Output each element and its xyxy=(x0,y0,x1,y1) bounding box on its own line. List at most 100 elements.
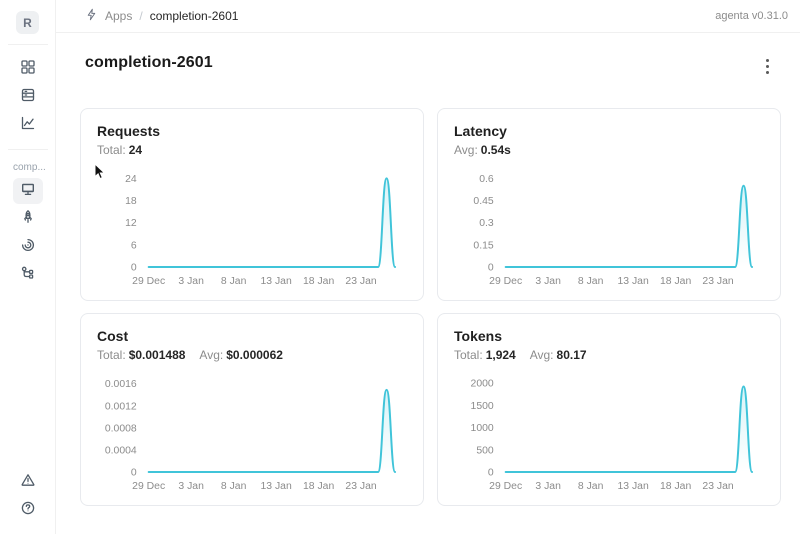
svg-text:0: 0 xyxy=(488,262,494,273)
stat: Avg: 0.54s xyxy=(454,143,511,157)
latency-card: Latency Avg: 0.54s 0 0.15 0.3 0.45 0.6 29 Dec 3… xyxy=(437,108,781,301)
svg-text:18 Jan: 18 Jan xyxy=(303,276,334,287)
table-icon xyxy=(20,87,36,108)
svg-text:3 Jan: 3 Jan xyxy=(535,276,561,287)
svg-text:18 Jan: 18 Jan xyxy=(660,481,691,492)
more-options-button[interactable] xyxy=(760,57,774,75)
card-stats: Total: 1,924 Avg: 80.17 xyxy=(454,348,764,362)
svg-text:0: 0 xyxy=(131,262,137,273)
page-title: completion-2601 xyxy=(85,54,213,71)
svg-text:18 Jan: 18 Jan xyxy=(303,481,334,492)
svg-text:8 Jan: 8 Jan xyxy=(578,481,604,492)
svg-text:13 Jan: 13 Jan xyxy=(260,276,291,287)
svg-text:3 Jan: 3 Jan xyxy=(535,481,561,492)
svg-text:3 Jan: 3 Jan xyxy=(178,481,204,492)
svg-text:0.6: 0.6 xyxy=(479,174,494,185)
lightning-icon xyxy=(85,8,98,24)
svg-text:24: 24 xyxy=(125,174,137,185)
svg-text:29 Dec: 29 Dec xyxy=(132,276,165,287)
alerts-button[interactable] xyxy=(13,469,43,495)
svg-text:8 Jan: 8 Jan xyxy=(221,276,247,287)
svg-text:23 Jan: 23 Jan xyxy=(345,276,376,287)
svg-text:13 Jan: 13 Jan xyxy=(260,481,291,492)
svg-text:18 Jan: 18 Jan xyxy=(660,276,691,287)
sidebar-divider xyxy=(7,44,48,45)
line-chart-icon xyxy=(20,115,36,136)
svg-text:29 Dec: 29 Dec xyxy=(132,481,165,492)
latency-chart[interactable]: 0 0.15 0.3 0.45 0.6 29 Dec 3 Jan 8 Jan 13 Jan 18 … xyxy=(454,163,764,293)
tokens-chart[interactable]: 0 500 1000 1500 2000 29 Dec 3 Jan 8 Jan 13 Jan 18… xyxy=(454,368,764,498)
card-title: Latency xyxy=(454,123,507,139)
svg-text:0.0012: 0.0012 xyxy=(105,401,137,412)
alert-triangle-icon xyxy=(20,472,36,493)
version-label: agenta v0.31.0 xyxy=(715,10,788,22)
svg-text:3 Jan: 3 Jan xyxy=(178,276,204,287)
svg-text:500: 500 xyxy=(476,445,494,456)
breadcrumb-apps-link[interactable]: Apps xyxy=(105,9,133,23)
kebab-dot xyxy=(765,58,769,62)
rocket-icon xyxy=(20,209,36,230)
svg-text:0.0016: 0.0016 xyxy=(105,379,137,390)
sidebar-item-deployments[interactable] xyxy=(13,206,43,232)
svg-text:6: 6 xyxy=(131,240,137,251)
sidebar-item-overview[interactable] xyxy=(12,178,43,204)
cost-card: Cost Total: $0.001488 Avg: $0.000062 0 0.00… xyxy=(80,313,424,506)
sidebar-item-traces[interactable] xyxy=(13,262,43,288)
main-content: completion-2601 Requests Total: 24 0 6 12 18… xyxy=(56,33,800,534)
kebab-dot xyxy=(765,64,769,68)
cost-chart[interactable]: 0 0.0004 0.0008 0.0012 0.0016 29 Dec 3 Jan 8 Ja… xyxy=(97,368,407,498)
card-stats: Total: 24 xyxy=(97,143,407,157)
help-circle-icon xyxy=(20,500,36,521)
svg-text:0.45: 0.45 xyxy=(473,196,493,207)
stat: Total: $0.001488 xyxy=(97,348,186,362)
metrics-grid: Requests Total: 24 0 6 12 18 24 29 Dec 3 Jan 8 J… xyxy=(80,108,781,506)
tokens-card: Tokens Total: 1,924 Avg: 80.17 0 500 1000 150… xyxy=(437,313,781,506)
workspace-avatar[interactable]: R xyxy=(16,11,39,34)
breadcrumb: Apps / completion-2601 xyxy=(85,8,238,24)
stat: Total: 1,924 xyxy=(454,348,516,362)
card-stats: Avg: 0.54s xyxy=(454,143,764,157)
sidebar-item-observability[interactable] xyxy=(13,234,43,260)
breadcrumb-separator: / xyxy=(139,9,143,23)
card-stats: Total: $0.001488 Avg: $0.000062 xyxy=(97,348,407,362)
svg-text:0.0008: 0.0008 xyxy=(105,423,137,434)
sidebar-app-label: comp... xyxy=(13,162,46,173)
svg-text:18: 18 xyxy=(125,196,137,207)
svg-text:29 Dec: 29 Dec xyxy=(489,276,522,287)
svg-text:8 Jan: 8 Jan xyxy=(578,276,604,287)
svg-text:8 Jan: 8 Jan xyxy=(221,481,247,492)
stat: Avg: 80.17 xyxy=(529,348,587,362)
svg-text:12: 12 xyxy=(125,218,137,229)
apps-grid-icon xyxy=(20,59,36,80)
svg-text:2000: 2000 xyxy=(471,379,494,390)
sidebar-divider xyxy=(7,149,48,150)
sidebar: R comp... xyxy=(0,0,56,534)
card-title: Tokens xyxy=(454,328,502,344)
card-title: Requests xyxy=(97,123,161,139)
observability-icon xyxy=(20,237,36,258)
svg-text:23 Jan: 23 Jan xyxy=(702,276,733,287)
requests-chart[interactable]: 0 6 12 18 24 29 Dec 3 Jan 8 Jan 13 Jan 18 Jan 23 J… xyxy=(97,163,407,293)
requests-card: Requests Total: 24 0 6 12 18 24 29 Dec 3 Jan 8 J… xyxy=(80,108,424,301)
svg-text:0.0004: 0.0004 xyxy=(105,445,137,456)
stat: Total: 24 xyxy=(97,143,143,157)
svg-text:1500: 1500 xyxy=(471,401,494,412)
stat: Avg: $0.000062 xyxy=(199,348,283,362)
sidebar-item-evaluations[interactable] xyxy=(13,112,43,138)
top-bar: Apps / completion-2601 agenta v0.31.0 xyxy=(56,0,800,33)
svg-text:0: 0 xyxy=(488,467,494,478)
sidebar-item-datasets[interactable] xyxy=(13,84,43,110)
svg-text:13 Jan: 13 Jan xyxy=(617,481,648,492)
sidebar-item-apps[interactable] xyxy=(13,56,43,82)
svg-text:0.15: 0.15 xyxy=(473,240,493,251)
svg-text:0: 0 xyxy=(131,467,137,478)
traces-tree-icon xyxy=(20,265,36,286)
monitor-icon xyxy=(20,181,36,202)
svg-text:13 Jan: 13 Jan xyxy=(617,276,648,287)
help-button[interactable] xyxy=(13,497,43,523)
svg-text:0.3: 0.3 xyxy=(479,218,494,229)
card-title: Cost xyxy=(97,328,129,344)
svg-text:23 Jan: 23 Jan xyxy=(702,481,733,492)
svg-text:29 Dec: 29 Dec xyxy=(489,481,522,492)
